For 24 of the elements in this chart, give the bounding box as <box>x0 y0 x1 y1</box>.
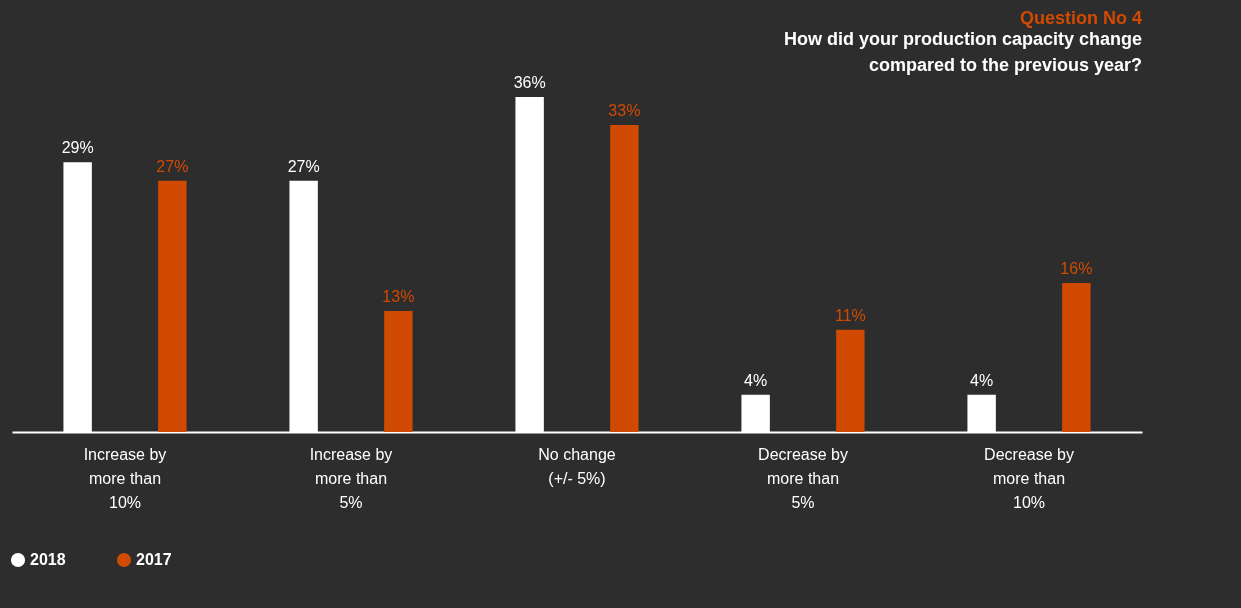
data-label: 33% <box>608 101 641 119</box>
chart-title: Question No 4 <box>1019 8 1142 28</box>
x-tick-label: Decrease by more than 10% <box>984 445 1074 511</box>
bar <box>610 124 639 432</box>
bar <box>836 329 865 432</box>
bar <box>158 180 187 432</box>
data-label: 29% <box>61 139 94 157</box>
bar <box>384 311 413 432</box>
data-label: 16% <box>1060 260 1093 278</box>
legend-label: 2017 <box>136 551 172 568</box>
bar <box>1062 283 1091 432</box>
x-tick-label: Increase by more than 5% <box>309 445 393 511</box>
data-label: 4% <box>970 371 994 389</box>
data-label: 13% <box>382 288 415 306</box>
x-tick-label: Decrease by more than 5% <box>758 445 848 511</box>
data-label: 4% <box>744 371 768 389</box>
x-tick-label: No change (+/- 5%) <box>538 445 616 487</box>
data-label: 36% <box>513 74 546 91</box>
chart-subtitle: How did your production capacity change compared to the previous year? <box>783 29 1142 75</box>
data-label: 11% <box>834 306 866 324</box>
data-label: 27% <box>287 157 320 175</box>
legend-label: 2018 <box>30 551 66 568</box>
x-tick-label: Increase by more than 10% <box>83 445 167 511</box>
data-label: 27% <box>156 157 189 175</box>
